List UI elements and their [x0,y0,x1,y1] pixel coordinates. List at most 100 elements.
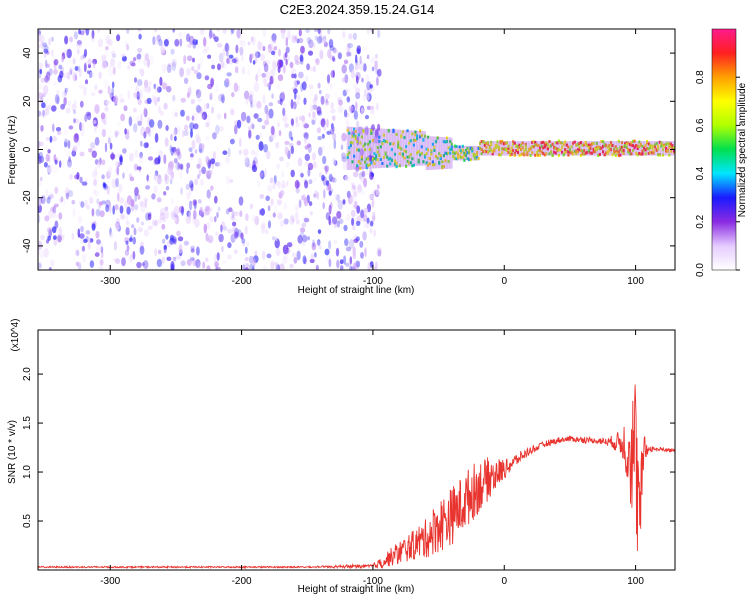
heatmap-cell [493,148,496,152]
heatmap-cell [85,29,90,36]
heatmap-cell [281,180,286,189]
heatmap-cell [461,144,464,148]
heatmap-cell [430,136,433,170]
heatmap-cell [290,99,294,109]
heatmap-cell [72,72,78,82]
heatmap-cell [512,142,515,146]
heatmap-cell [461,155,464,159]
heatmap-cell [66,150,71,158]
heatmap-cell [79,69,82,78]
heatmap-cell [279,263,285,270]
heatmap-cell [567,150,570,154]
heatmap-cell [641,152,644,156]
heatmap-cell [247,41,251,46]
heatmap-cell [301,241,306,246]
heatmap-cell [494,145,497,149]
heatmap-cell [110,58,116,67]
heatmap-cell [161,256,165,264]
heatmap-cell [359,127,362,170]
heatmap-cell [663,141,666,156]
heatmap-cell [370,128,373,169]
heatmap-cell [644,143,647,147]
heatmap-cell [191,115,195,121]
heatmap-cell [606,141,609,156]
heatmap-cell [668,153,671,157]
heatmap-cell [441,137,444,170]
heatmap-cell [430,152,433,156]
heatmap-cell [650,141,653,156]
heatmap-cell [392,142,395,146]
heatmap-cell [431,163,434,167]
heatmap-cell [93,190,100,197]
heatmap-cell [145,142,149,148]
heatmap-cell [423,131,426,166]
heatmap-cell [353,204,357,209]
heatmap-cell [91,170,98,179]
heatmap-cell [360,107,364,115]
heatmap-cell [210,158,216,165]
heatmap-cell [523,141,526,156]
heatmap-cell [295,116,299,124]
heatmap-cell [480,148,483,152]
heatmap-cell [247,163,253,169]
heatmap-cell [491,150,494,154]
heatmap-cell [609,143,613,147]
heatmap-cell [420,133,423,137]
heatmap-cell [398,129,401,167]
heatmap-cell [477,147,480,150]
heatmap-cell [250,149,256,156]
heatmap-cell [133,77,138,83]
heatmap-cell [183,77,189,85]
heatmap-cell [250,101,253,108]
heatmap-cell [238,196,244,206]
heatmap-cell [60,66,65,73]
heatmap-cell [364,142,367,146]
heatmap-cell [170,260,175,270]
heatmap-cell [89,260,95,268]
heatmap-cell [428,157,431,160]
heatmap-cell [504,147,507,151]
heatmap-cell [655,141,658,156]
heatmap-cell [225,77,230,83]
x-tick-label: -100 [363,276,383,287]
heatmap-cell [537,153,540,157]
heatmap-cell [529,141,532,156]
heatmap-cell [631,148,635,152]
heatmap-cell [386,164,389,168]
heatmap-cell [638,152,641,155]
heatmap-cell [182,31,187,38]
heatmap-cell [636,141,639,156]
heatmap-cell [313,161,318,169]
heatmap-cell [649,150,652,154]
heatmap-cell [62,199,66,208]
heatmap-cell [457,145,459,161]
heatmap-cell [460,151,463,154]
heatmap-cell [324,165,330,173]
heatmap-cell [132,250,136,260]
heatmap-cell [360,127,363,170]
heatmap-cell [496,141,499,156]
heatmap-cell [268,108,274,119]
heatmap-cell [286,242,293,248]
heatmap-cell [613,151,616,155]
heatmap-cell [141,262,145,267]
heatmap-cell [278,191,283,199]
heatmap-cell [316,127,321,134]
heatmap-cell [403,149,406,153]
heatmap-cell [393,152,397,156]
heatmap-cell [537,141,540,156]
heatmap-cell [282,256,288,264]
heatmap-cell [177,162,180,170]
heatmap-cell [38,180,42,187]
heatmap-cell [622,149,625,152]
heatmap-cell [63,141,68,148]
heatmap-cell [277,122,281,127]
heatmap-cell [53,59,59,66]
heatmap-cell [187,55,193,62]
heatmap-cell [222,150,228,155]
heatmap-cell [204,75,210,81]
heatmap-cell [504,141,507,156]
heatmap-cell [567,153,570,157]
heatmap-cell [460,145,463,161]
heatmap-cell [154,248,158,257]
